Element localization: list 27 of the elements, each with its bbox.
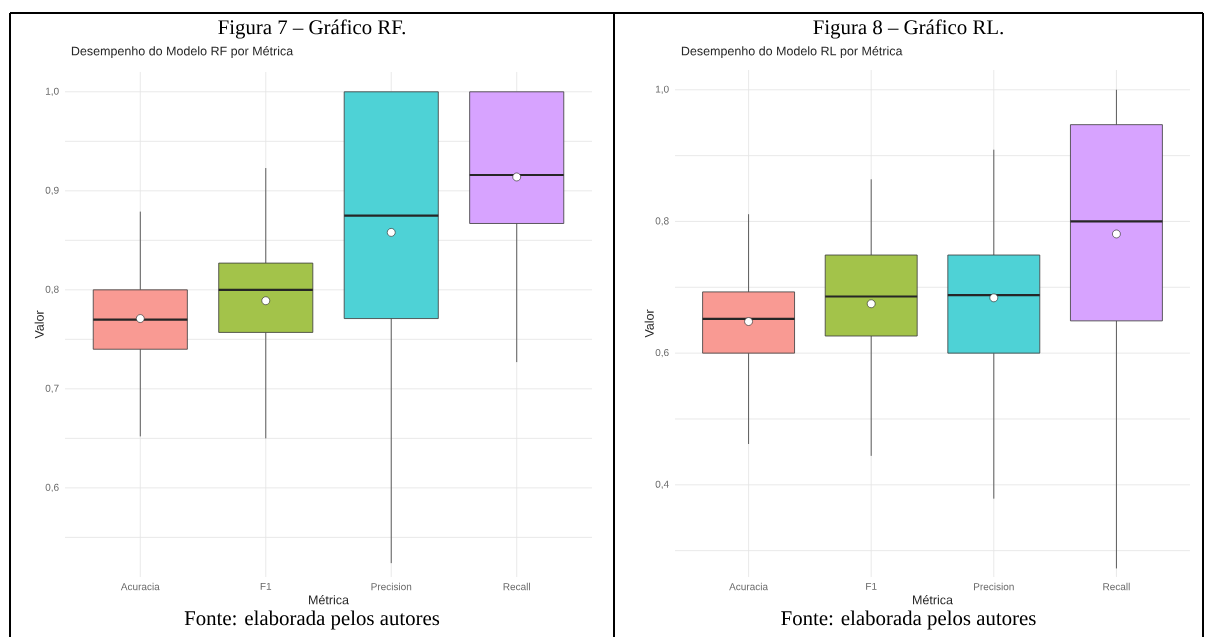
x-tick-label: F1 bbox=[260, 582, 272, 590]
y-axis-title: Valor bbox=[34, 310, 44, 339]
x-axis-title: Métrica bbox=[309, 595, 349, 605]
source-note: Fonte: elaborada pelos autores bbox=[184, 610, 440, 630]
y-tick-label: 0,6 bbox=[655, 349, 669, 358]
x-tick-label: Recall bbox=[503, 582, 530, 591]
x-tick-label: Acuracia bbox=[729, 582, 769, 591]
chart-subtitle: Desempenho do Modelo RF por Métrica bbox=[71, 46, 294, 58]
y-tick-label: 0,7 bbox=[45, 384, 59, 393]
y-axis-title: Valor bbox=[644, 309, 654, 338]
y-tick-label: 0,9 bbox=[45, 186, 59, 195]
x-tick-label: Precision bbox=[371, 582, 412, 591]
chart-title: Figura 8 – Gráfico RL. bbox=[813, 19, 1003, 39]
x-tick-label: Precision bbox=[974, 582, 1014, 591]
chart-subtitle: Desempenho do Modelo RL por Métrica bbox=[681, 46, 903, 58]
chart-title: Figura 7 – Gráfico RF. bbox=[218, 19, 405, 39]
y-tick-label: 0,4 bbox=[655, 480, 669, 489]
y-tick-label: 1,0 bbox=[655, 85, 669, 94]
x-tick-label: Recall bbox=[1103, 582, 1130, 591]
y-tick-label: 0,6 bbox=[45, 483, 59, 493]
x-tick-label: F1 bbox=[866, 582, 877, 590]
y-tick-label: 1,0 bbox=[45, 87, 59, 96]
x-axis-title: Métrica bbox=[913, 595, 953, 605]
x-tick-label: Acuracia bbox=[120, 582, 160, 591]
source-note: Fonte: elaborada pelos autores bbox=[781, 610, 1036, 630]
y-tick-label: 0,8 bbox=[45, 285, 59, 294]
y-tick-label: 0,8 bbox=[655, 217, 669, 226]
